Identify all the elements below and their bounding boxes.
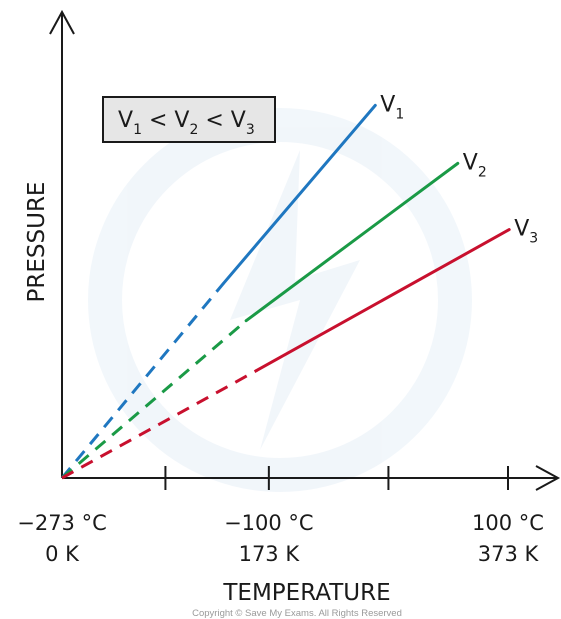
y-axis-arrow	[49, 9, 75, 35]
series-v2-solid	[244, 161, 460, 323]
series-v1-dashed	[60, 282, 225, 479]
x-ticks: −273 °C 0 K −100 °C 173 K 100 °C 373 K	[17, 466, 544, 566]
legend-box	[102, 96, 276, 143]
series-group: V1 V2 V3	[60, 92, 538, 480]
copyright-text: Copyright © Save My Exams. All Rights Re…	[192, 608, 402, 619]
series-v3-dashed	[61, 369, 258, 480]
x-tick-label-kelvin: 373 K	[478, 542, 540, 566]
series-v2-dashed	[61, 319, 248, 480]
series-v3-solid	[255, 228, 511, 372]
x-axis-label: TEMPERATURE	[222, 580, 390, 606]
series-label-v1: V1	[380, 92, 404, 122]
x-tick-label-celsius: −100 °C	[224, 511, 314, 535]
x-axis-arrow	[535, 465, 561, 491]
x-tick-label-kelvin: 0 K	[45, 542, 80, 566]
x-tick-label-celsius: −273 °C	[17, 511, 107, 535]
legend-text: V1 < V2 < V3	[118, 108, 255, 138]
legend: V1 < V2 < V3	[102, 96, 276, 143]
x-tick-label-kelvin: 173 K	[239, 542, 301, 566]
axes	[49, 9, 561, 491]
y-axis-label: PRESSURE	[24, 182, 50, 303]
x-tick-label-celsius: 100 °C	[472, 511, 544, 535]
series-label-v3: V3	[514, 217, 538, 247]
series-v1-solid	[221, 103, 377, 285]
watermark-logo	[88, 108, 472, 492]
series-label-v2: V2	[463, 150, 487, 180]
